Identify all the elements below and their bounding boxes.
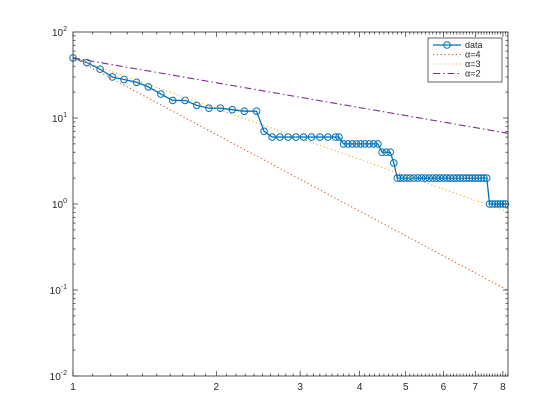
- data-point: [501, 200, 510, 208]
- data-point: [378, 148, 386, 157]
- series-line-3: [72, 57, 509, 213]
- data-point: [216, 104, 225, 112]
- data-point: [356, 140, 365, 148]
- data-point: [157, 90, 165, 98]
- data-point: [331, 133, 340, 141]
- x-tick-label: 5: [403, 382, 409, 393]
- data-point: [382, 148, 391, 157]
- y-tick-label: 10-2: [50, 370, 67, 383]
- data-point: [335, 133, 343, 141]
- data-point: [228, 105, 237, 114]
- data-point: [474, 174, 483, 182]
- x-tick-label: 2: [214, 382, 220, 393]
- series-line-2: [72, 57, 509, 291]
- data-point: [339, 140, 348, 148]
- data-point: [252, 107, 261, 115]
- data-point: [462, 174, 471, 182]
- data-point: [468, 174, 477, 182]
- data-point: [429, 174, 437, 182]
- data-point: [324, 133, 332, 141]
- legend-label-3: α=3: [465, 59, 480, 69]
- y-tick-label: 100: [52, 198, 67, 211]
- data-point: [485, 200, 494, 208]
- data-point: [480, 174, 488, 182]
- data-point: [144, 83, 153, 91]
- x-tick-label: 7: [473, 382, 479, 393]
- data-point: [369, 140, 378, 148]
- series-line-1: [72, 57, 506, 205]
- data-point: [307, 133, 316, 141]
- y-tick-label: 10-1: [50, 284, 67, 297]
- data-point: [425, 174, 433, 182]
- data-point: [417, 174, 426, 182]
- data-point: [108, 73, 117, 81]
- x-tick-label: 6: [441, 382, 447, 393]
- data-point: [421, 174, 430, 182]
- data-point: [413, 174, 422, 182]
- data-point: [292, 133, 300, 141]
- y-tick-base: 10: [52, 200, 64, 211]
- data-point: [132, 78, 141, 87]
- data-point: [488, 200, 497, 208]
- data-point: [344, 140, 352, 148]
- data-point: [410, 174, 418, 182]
- legend-label-4: α=2: [465, 69, 480, 79]
- data-point: [168, 96, 177, 105]
- data-point: [390, 159, 398, 167]
- y-tick-base: 10: [50, 286, 62, 297]
- y-tick-exponent: 0: [63, 198, 67, 205]
- y-tick-label: 101: [52, 112, 67, 125]
- data-point: [477, 174, 485, 182]
- data-point: [482, 174, 491, 182]
- y-tick-base: 10: [52, 28, 64, 39]
- x-tick-label: 4: [357, 382, 363, 393]
- data-point: [348, 140, 357, 148]
- y-tick-exponent: 1: [63, 112, 67, 119]
- y-tick-base: 10: [52, 114, 64, 125]
- data-point: [299, 133, 308, 141]
- data-point: [276, 133, 284, 141]
- data-point: [205, 104, 213, 112]
- data-point: [360, 140, 369, 148]
- y-tick-exponent: -1: [61, 284, 67, 291]
- data-point: [260, 127, 268, 136]
- series-line-4: [72, 57, 509, 134]
- data-point: [352, 140, 361, 148]
- series-layer: [69, 54, 510, 291]
- y-tick-base: 10: [50, 372, 62, 383]
- y-tick-exponent: -2: [61, 370, 67, 377]
- x-tick-label: 1: [70, 382, 76, 393]
- legend-label-1: data: [465, 40, 483, 50]
- x-tick-label: 8: [500, 382, 506, 393]
- data-point: [316, 133, 324, 141]
- data-point: [193, 101, 201, 110]
- data-point: [386, 148, 395, 157]
- legend-label-2: α=4: [465, 50, 480, 60]
- data-point: [268, 133, 276, 141]
- legend-marker: [443, 41, 451, 49]
- y-tick-exponent: 2: [63, 26, 67, 33]
- data-point: [374, 140, 382, 148]
- data-point: [365, 140, 373, 148]
- data-point: [471, 174, 480, 182]
- data-point: [493, 200, 502, 208]
- y-tick-label: 102: [52, 26, 67, 39]
- x-tick-label: 3: [297, 382, 303, 393]
- data-point: [240, 107, 249, 115]
- data-point: [465, 174, 474, 182]
- data-point: [491, 200, 499, 208]
